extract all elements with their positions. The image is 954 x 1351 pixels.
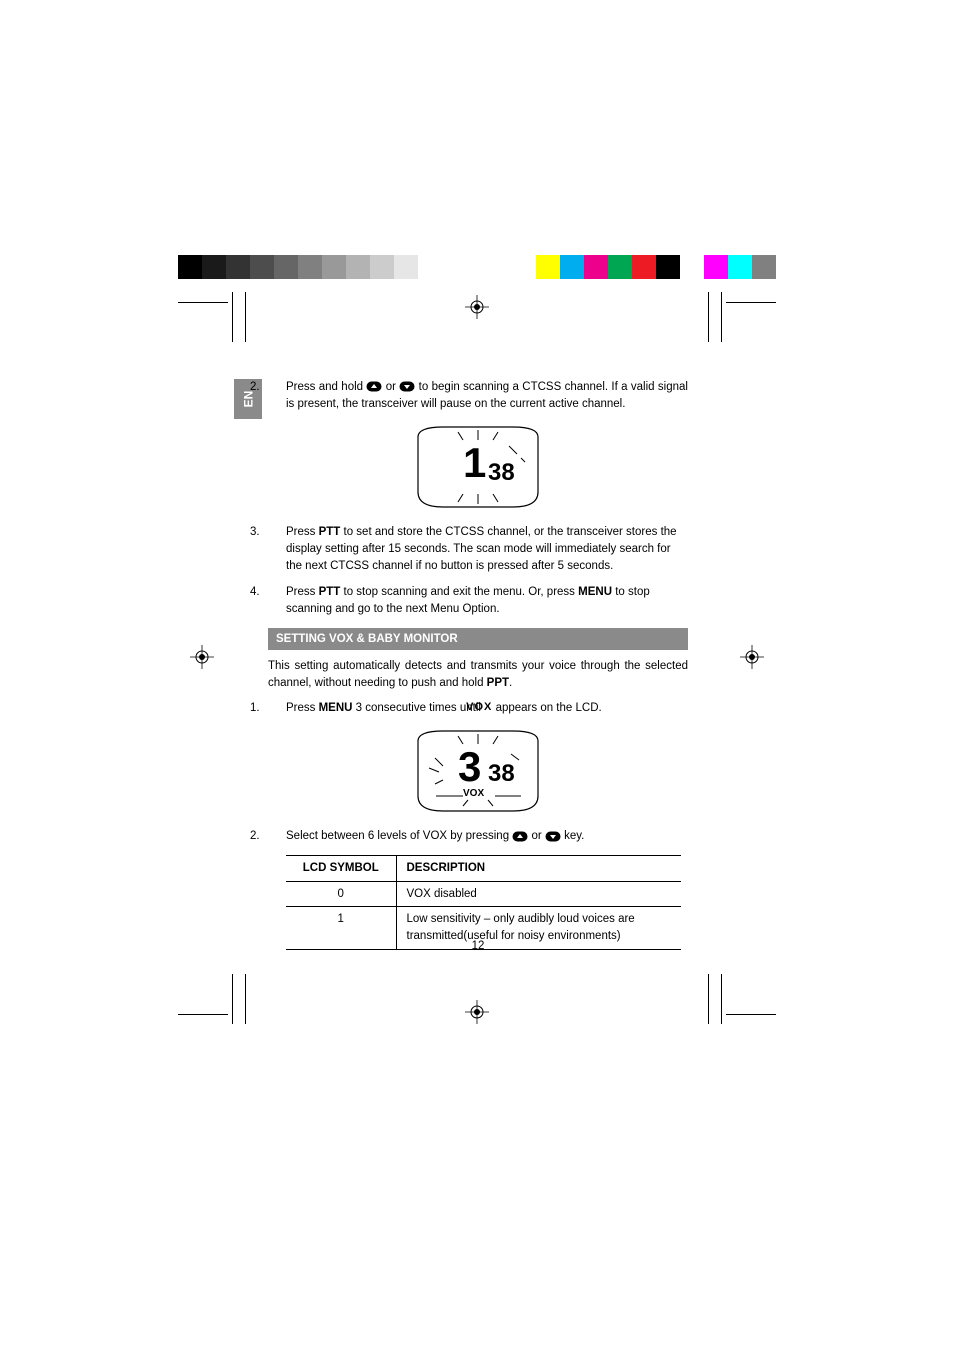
step-4-number: 4. — [268, 584, 286, 601]
color-swatch — [632, 255, 656, 279]
crop-mark — [726, 302, 776, 303]
step-4: 4.Press PTT to stop scanning and exit th… — [268, 584, 688, 617]
svg-text:38: 38 — [488, 459, 515, 486]
step-2-text-mid: or — [382, 381, 399, 393]
color-swatch — [322, 255, 346, 279]
svg-text:38: 38 — [488, 760, 515, 787]
ptt-label: PTT — [319, 586, 341, 598]
crop-mark — [232, 974, 233, 1024]
color-calibration-bar — [0, 255, 954, 279]
color-swatch — [656, 255, 680, 279]
arrow-down-icon — [399, 381, 415, 392]
section-header-vox: SETTING VOX & BABY MONITOR — [268, 628, 688, 651]
color-swatch — [752, 255, 776, 279]
vox-step-1-number: 1. — [268, 700, 286, 717]
arrow-up-icon — [366, 381, 382, 392]
vox-step-2-number: 2. — [268, 828, 286, 845]
registration-mark-icon — [740, 645, 764, 669]
color-swatch — [394, 255, 418, 279]
menu-label: MENU — [578, 586, 612, 598]
ppt-label: PPT — [487, 677, 509, 689]
ptt-label: PTT — [319, 526, 341, 538]
color-swatch — [608, 255, 632, 279]
svg-text:1: 1 — [463, 439, 486, 486]
registration-mark-icon — [465, 1000, 489, 1024]
step-2-text-before: Press and hold — [286, 381, 366, 393]
table-row: 0VOX disabled — [286, 881, 681, 907]
color-swatch — [346, 255, 370, 279]
color-swatch — [584, 255, 608, 279]
color-swatch — [418, 255, 442, 279]
arrow-up-icon — [512, 831, 528, 842]
step-3: 3.Press PTT to set and store the CTCSS c… — [268, 524, 688, 574]
color-swatch — [202, 255, 226, 279]
step-2: 2.Press and hold or to begin scanning a … — [268, 379, 688, 412]
arrow-down-icon — [545, 831, 561, 842]
color-swatch — [226, 255, 250, 279]
color-swatch — [250, 255, 274, 279]
table-cell-description: VOX disabled — [396, 881, 681, 907]
section-intro: This setting automatically detects and t… — [268, 658, 688, 691]
crop-mark — [721, 974, 722, 1024]
vox-step-1: 1.Press MENU 3 consecutive times until V… — [268, 700, 688, 717]
color-swatch — [370, 255, 394, 279]
lcd-illustration-2: 3 38 VOX — [403, 726, 553, 816]
vox-levels-table: LCD SYMBOL DESCRIPTION 0VOX disabled1Low… — [286, 855, 681, 950]
table-header-description: DESCRIPTION — [396, 856, 681, 882]
color-swatch — [536, 255, 560, 279]
step-2-number: 2. — [268, 379, 286, 396]
svg-text:3: 3 — [458, 743, 481, 790]
crop-mark — [232, 292, 233, 342]
crop-mark — [708, 974, 709, 1024]
registration-mark-icon — [465, 295, 489, 319]
color-swatch — [680, 255, 704, 279]
crop-mark — [726, 1014, 776, 1015]
crop-mark — [245, 292, 246, 342]
color-swatch — [728, 255, 752, 279]
color-swatch — [298, 255, 322, 279]
lcd-illustration-1: 1 38 — [403, 422, 553, 512]
crop-mark — [178, 1014, 228, 1015]
color-swatch — [704, 255, 728, 279]
table-header-symbol: LCD SYMBOL — [286, 856, 396, 882]
crop-mark — [178, 302, 228, 303]
color-swatch — [178, 255, 202, 279]
page-content: 2.Press and hold or to begin scanning a … — [268, 379, 688, 950]
crop-mark — [721, 292, 722, 342]
vox-step-2: 2.Select between 6 levels of VOX by pres… — [268, 828, 688, 845]
step-3-number: 3. — [268, 524, 286, 541]
menu-label: MENU — [319, 702, 353, 714]
color-swatch — [560, 255, 584, 279]
registration-mark-icon — [190, 645, 214, 669]
svg-text:VOX: VOX — [463, 788, 484, 799]
page-number: 12 — [268, 940, 688, 952]
crop-mark — [245, 974, 246, 1024]
color-swatch — [274, 255, 298, 279]
table-cell-symbol: 0 — [286, 881, 396, 907]
crop-mark — [708, 292, 709, 342]
